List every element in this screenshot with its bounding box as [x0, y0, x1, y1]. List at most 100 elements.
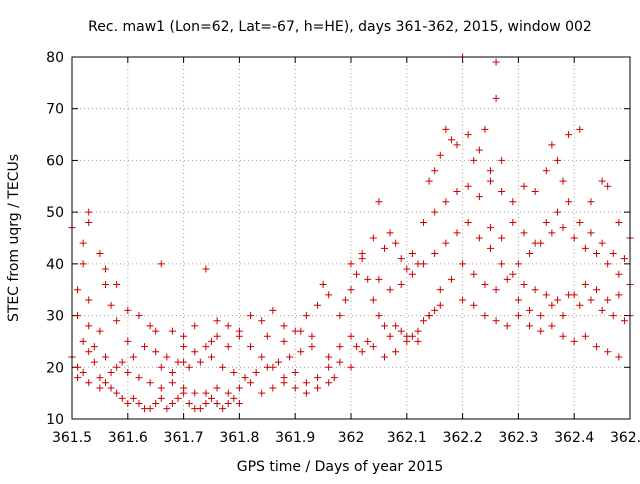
x-tick-label: 362.2	[443, 430, 483, 446]
x-tick-label: 361.7	[164, 430, 204, 446]
data-point	[235, 399, 243, 407]
data-point	[96, 384, 104, 392]
x-tick-label: 361.8	[219, 430, 259, 446]
data-point	[152, 327, 160, 335]
data-point	[475, 234, 483, 242]
data-point	[408, 250, 416, 258]
data-point	[247, 343, 255, 351]
data-point	[219, 363, 227, 371]
data-point	[113, 281, 121, 289]
data-point	[537, 327, 545, 335]
data-point	[436, 301, 444, 309]
data-point	[202, 343, 210, 351]
data-point	[325, 379, 333, 387]
data-point	[459, 260, 467, 268]
data-point	[587, 198, 595, 206]
data-point	[347, 363, 355, 371]
data-point	[135, 312, 143, 320]
data-point	[459, 296, 467, 304]
data-point	[386, 229, 394, 237]
data-point	[90, 343, 98, 351]
data-point	[325, 291, 333, 299]
data-point	[475, 193, 483, 201]
data-point	[492, 286, 500, 294]
data-point	[213, 399, 221, 407]
data-point	[615, 353, 623, 361]
data-point	[291, 368, 299, 376]
data-point	[604, 182, 612, 190]
data-point	[224, 389, 232, 397]
data-point	[576, 301, 584, 309]
data-point	[274, 358, 282, 366]
data-point	[297, 348, 305, 356]
data-point	[559, 312, 567, 320]
data-point	[436, 151, 444, 159]
data-point	[498, 234, 506, 242]
data-point	[487, 244, 494, 252]
data-point	[157, 260, 165, 268]
data-point	[347, 332, 355, 340]
data-point	[302, 312, 310, 320]
data-point	[85, 218, 93, 226]
data-point	[314, 374, 322, 382]
data-point	[431, 250, 439, 258]
y-tick-label: 20	[46, 360, 64, 376]
data-point	[520, 281, 528, 289]
data-point	[113, 317, 121, 325]
data-point	[436, 286, 444, 294]
data-point	[369, 343, 377, 351]
data-point	[559, 332, 567, 340]
y-tick-label: 30	[46, 309, 64, 325]
data-point	[520, 229, 528, 237]
data-point	[414, 327, 422, 335]
data-point	[498, 187, 506, 195]
data-point	[464, 131, 472, 139]
data-point	[213, 384, 221, 392]
data-point	[542, 167, 550, 175]
data-point	[487, 224, 494, 232]
data-point	[308, 343, 316, 351]
data-point	[369, 296, 377, 304]
data-point	[90, 358, 98, 366]
data-point	[526, 250, 534, 258]
data-point	[598, 306, 606, 314]
data-point	[129, 353, 137, 361]
data-point	[258, 389, 266, 397]
data-point	[542, 218, 550, 226]
data-point	[553, 208, 561, 216]
data-point	[442, 125, 450, 133]
data-point	[74, 286, 82, 294]
data-point	[163, 353, 171, 361]
data-point	[235, 384, 243, 392]
data-point	[325, 363, 333, 371]
data-point	[280, 374, 288, 382]
data-point	[85, 348, 93, 356]
data-point	[96, 250, 104, 258]
data-point	[168, 327, 176, 335]
data-point	[604, 348, 612, 356]
data-point	[146, 322, 154, 330]
data-point	[492, 94, 500, 102]
data-point	[185, 363, 193, 371]
data-point	[565, 198, 573, 206]
data-point	[425, 312, 433, 320]
data-point	[431, 167, 439, 175]
x-tick-label: 362.5	[610, 430, 640, 446]
data-point	[498, 156, 506, 164]
data-point	[314, 301, 322, 309]
data-point	[503, 275, 511, 283]
data-point	[397, 327, 405, 335]
data-point	[85, 208, 93, 216]
data-point	[180, 343, 188, 351]
data-point	[353, 343, 361, 351]
data-point	[74, 363, 82, 371]
data-point	[208, 337, 215, 345]
data-point	[375, 275, 383, 283]
y-tick-label: 50	[46, 205, 64, 221]
data-point	[375, 198, 383, 206]
data-point	[514, 296, 522, 304]
data-point	[620, 255, 628, 263]
data-point	[464, 182, 472, 190]
data-point	[79, 337, 87, 345]
data-points	[68, 53, 634, 413]
